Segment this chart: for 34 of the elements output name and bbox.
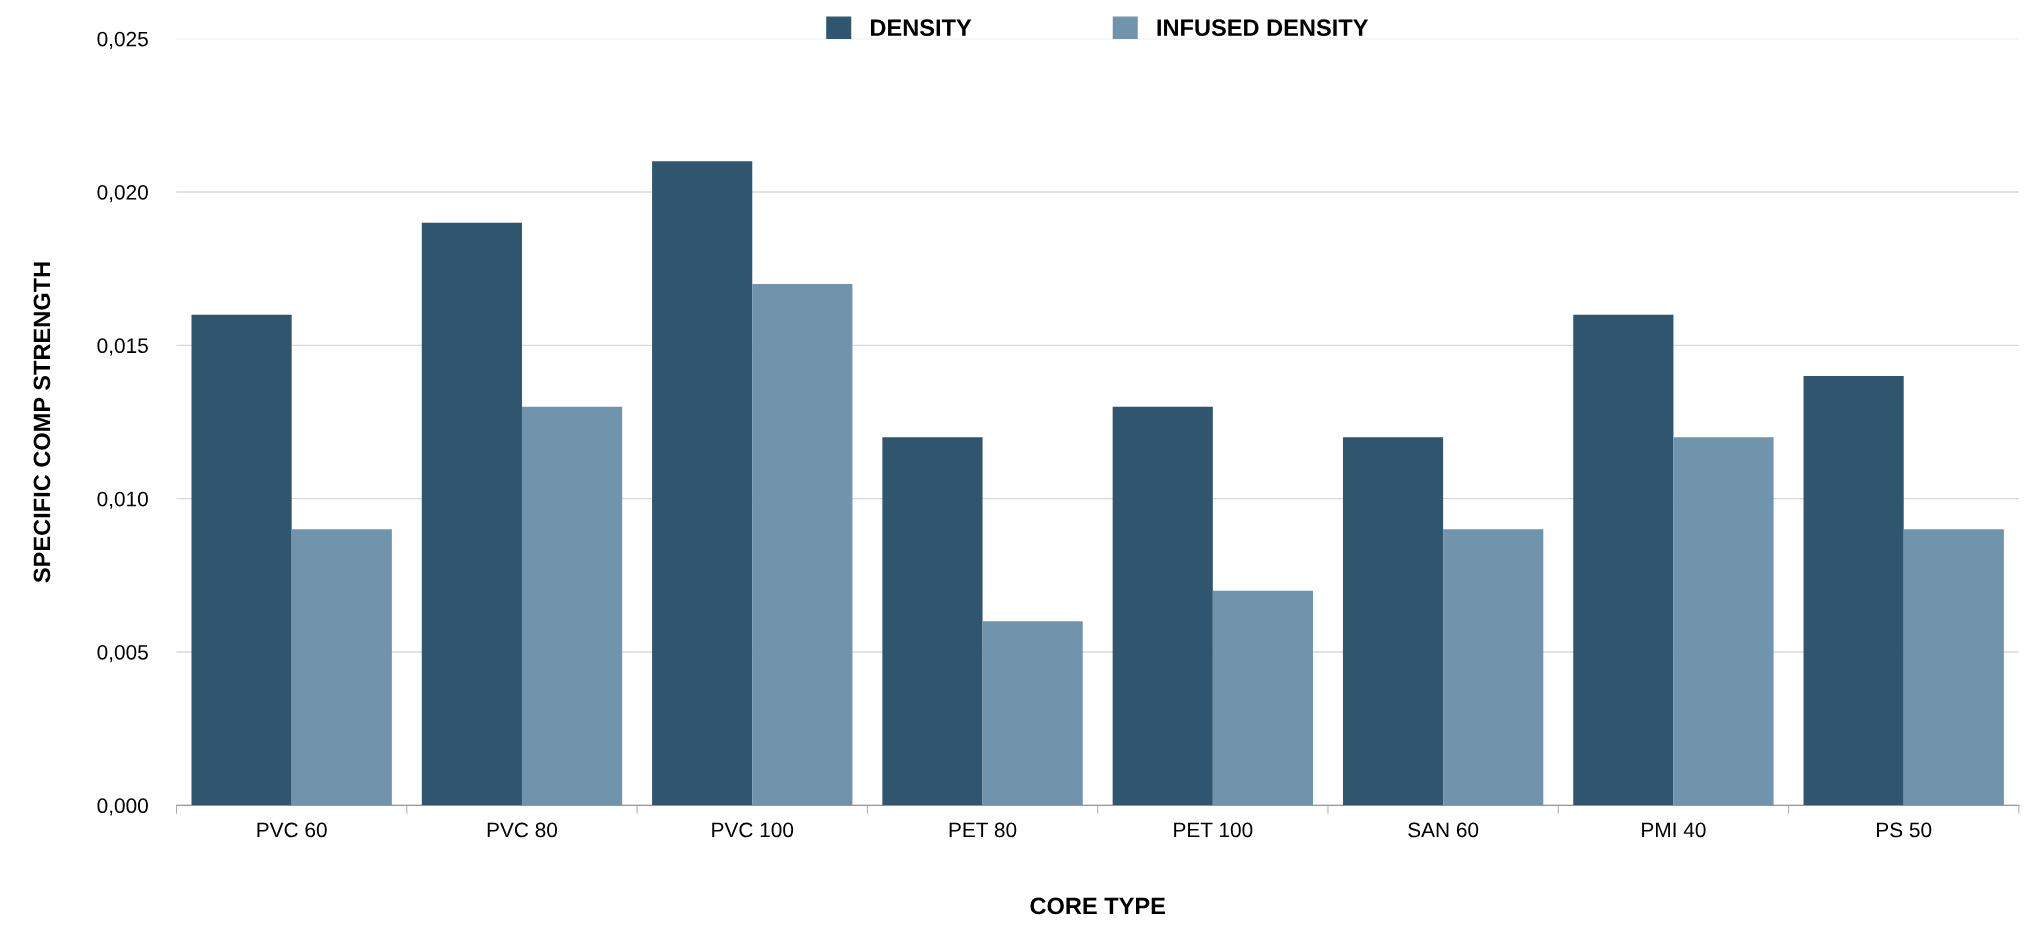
x-tick-label: PS 50: [1877, 822, 1932, 838]
x-tick-label: PVC 80: [487, 822, 558, 838]
bar: [982, 621, 1083, 806]
bar: [1212, 590, 1314, 806]
y-tick-label: 0,020: [97, 185, 148, 203]
bar: [1443, 529, 1544, 806]
x-tick-label: SAN 60: [1408, 822, 1479, 838]
bar: [1673, 437, 1774, 806]
x-tick-label: PET 80: [949, 822, 1017, 838]
bar: [752, 283, 853, 806]
bar: [1903, 529, 2004, 806]
x-tick-label: PMI 40: [1642, 822, 1706, 838]
bar: [191, 314, 292, 806]
x-tick-label: PVC 60: [257, 822, 327, 838]
bar: [882, 437, 983, 806]
bar: [421, 222, 522, 806]
legend-label: INFUSED DENSITY: [1157, 19, 1369, 37]
bar: [652, 161, 753, 806]
bar: [1112, 406, 1213, 806]
y-tick-label: 0,025: [97, 31, 148, 49]
bar: [1573, 314, 1674, 806]
y-tick-label: 0,005: [97, 644, 148, 663]
bar: [291, 529, 392, 806]
legend-label: DENSITY: [871, 19, 972, 37]
bar: [1803, 375, 1904, 806]
x-axis-title: CORE TYPE: [1030, 897, 1165, 915]
y-tick-label: 0,010: [97, 491, 148, 509]
bar: [521, 406, 623, 806]
x-tick-label: PET 100: [1174, 822, 1253, 838]
y-axis-title: SPECIFIC COMP STRENGTH: [33, 262, 51, 583]
y-tick-label: 0,000: [97, 798, 148, 816]
y-tick-label: 0,015: [97, 338, 148, 356]
x-tick-label: PVC 100: [712, 822, 794, 838]
bar: [1342, 437, 1444, 806]
